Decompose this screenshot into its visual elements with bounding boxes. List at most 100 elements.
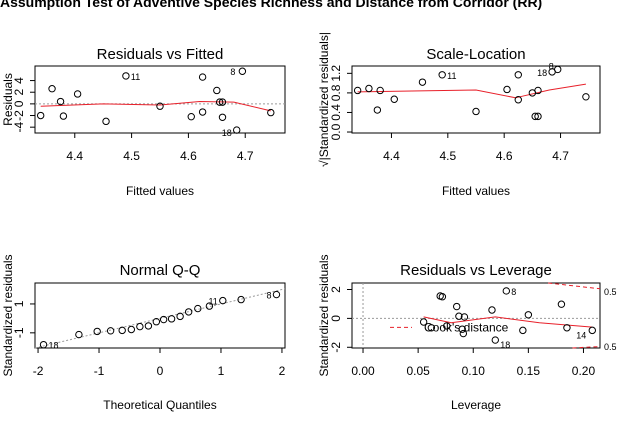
panel-4-xlabel: Leverage <box>451 398 501 412</box>
panel-1-point <box>213 86 221 95</box>
panel-1-point <box>156 102 164 110</box>
panel-3-point <box>159 315 168 324</box>
panel-2-point <box>514 96 522 104</box>
panel-3-title: Normal Q-Q <box>120 262 201 279</box>
panel-2-xtick-label: 4.7 <box>552 149 569 163</box>
panel-4-point <box>455 312 463 320</box>
panel-1-point <box>56 97 65 106</box>
panel-4-point <box>491 336 499 344</box>
panel-2-xtick-label: 4.5 <box>439 149 456 163</box>
panel-1-ytick-label: 0 <box>12 100 26 107</box>
panel-4-ylabel: Standardized residuals <box>317 254 331 376</box>
panel-3-point <box>93 327 101 336</box>
panel-1-xtick-label: 4.4 <box>66 149 83 163</box>
panel-4-point <box>488 306 496 314</box>
panel-2-point <box>534 112 542 121</box>
panel-4-xtick-label: 0.00 <box>351 364 375 378</box>
panel-4-title: Residuals vs Leverage <box>400 262 552 279</box>
panel-2-point <box>376 86 384 95</box>
panel-4-ytick-label: 2 <box>329 286 343 293</box>
panel-4-point <box>588 326 596 335</box>
panel-1-frame <box>34 65 286 134</box>
panel-3-qq-line <box>34 288 286 349</box>
panel-2-ytick-label: 1.2 <box>329 65 343 82</box>
panel-3-point <box>144 322 153 330</box>
panel-3-point <box>205 302 214 310</box>
panel-3-point <box>75 330 83 339</box>
panel-4-point <box>443 322 451 330</box>
panel-2-frame <box>351 65 601 134</box>
panel-1-point-label: 11 <box>131 72 140 82</box>
panel-4-point-label: 14 <box>576 330 586 340</box>
panel-4-point <box>458 325 466 333</box>
panel-3-point <box>219 296 227 305</box>
panel-1-xtick-label: 4.5 <box>123 149 140 163</box>
panel-4-smooth-line <box>423 316 593 328</box>
panel-3-xtick-label: 1 <box>218 364 225 378</box>
panel-1-xtick-label: 4.6 <box>180 149 197 163</box>
panel-1-point <box>218 113 227 121</box>
panel-2-point <box>554 65 562 74</box>
panel-4-point <box>427 324 436 332</box>
panel-4-point <box>459 329 468 338</box>
panel-2-point <box>390 95 398 103</box>
panel-2-point <box>582 93 590 101</box>
panel-1-point <box>198 108 207 116</box>
panel-4-legend-text: Cook's distance <box>424 320 509 334</box>
panel-4-point <box>563 324 571 332</box>
panel-3-xtick-label: 0 <box>157 364 164 378</box>
panel-1-ytick-label: -4 <box>12 122 26 133</box>
panel-3-point <box>272 290 281 299</box>
panel-3-xlabel: Theoretical Quantiles <box>103 398 216 412</box>
panel-4-point <box>460 313 469 321</box>
panel-1-point <box>36 111 45 120</box>
panel-3-point <box>194 304 202 313</box>
panel-3-frame <box>34 282 286 349</box>
panel-2-point <box>373 106 382 114</box>
panel-1-ylabel: Residuals <box>1 73 15 126</box>
panel-1-point-label: 8 <box>230 67 235 77</box>
panel-3-point <box>136 322 144 331</box>
panel-1-point <box>122 72 130 80</box>
panel-4-cooks-label: 0.5 <box>604 287 617 297</box>
panel-3-point <box>184 308 193 316</box>
panel-1-smooth-line <box>40 100 271 112</box>
panel-4-point <box>502 287 511 295</box>
panel-2-point-label: 18 <box>537 68 547 78</box>
panel-2-ytick-label: 0.4 <box>329 104 343 121</box>
panel-1-xlabel: Fitted values <box>126 184 194 198</box>
panel-4-xtick-label: 0.15 <box>517 364 541 378</box>
panel-4-point <box>453 302 461 311</box>
panel-3-point <box>237 295 245 304</box>
panel-4-xtick-label: 0.20 <box>572 364 596 378</box>
panel-3-xtick-label: -1 <box>94 364 105 378</box>
panel-1-point <box>238 67 247 75</box>
panel-2-xtick-label: 4.6 <box>496 149 513 163</box>
panel-1-point <box>102 117 110 126</box>
panel-2-smooth-line <box>357 83 586 99</box>
panel-3-point-label: 8 <box>266 291 271 301</box>
panel-1-point <box>187 112 195 121</box>
panel-3-point-label: 18 <box>49 341 59 351</box>
panel-4-cooks-curve <box>572 346 601 349</box>
panel-2-point <box>353 86 362 95</box>
panel-2-xlabel: Fitted values <box>442 184 510 198</box>
panel-2-point <box>514 71 522 79</box>
panel-3-point <box>106 327 115 335</box>
panel-2-ytick-label: 0.0 <box>329 123 343 140</box>
panel-4-xtick-label: 0.10 <box>462 364 486 378</box>
figure-title: Assumption Test of Adventive Species Ric… <box>0 0 542 10</box>
panel-2-point-label: 8 <box>549 61 554 71</box>
panel-4-point <box>557 300 566 308</box>
panel-3-xtick-label: -2 <box>33 364 44 378</box>
panel-3-point <box>127 325 136 334</box>
panel-3-xtick-label: 2 <box>279 364 286 378</box>
panel-3-ylabel: Standardized residuals <box>1 254 15 376</box>
panel-1-ytick-label: 4 <box>12 77 26 84</box>
panel-1-point-label: 18 <box>222 128 232 138</box>
panel-4-ytick-label: 0 <box>329 315 343 322</box>
panel-3-point <box>167 315 176 323</box>
panel-2-ytick-label: 0.8 <box>329 84 343 101</box>
panel-2-point <box>534 86 542 95</box>
panel-1-point <box>73 90 82 98</box>
